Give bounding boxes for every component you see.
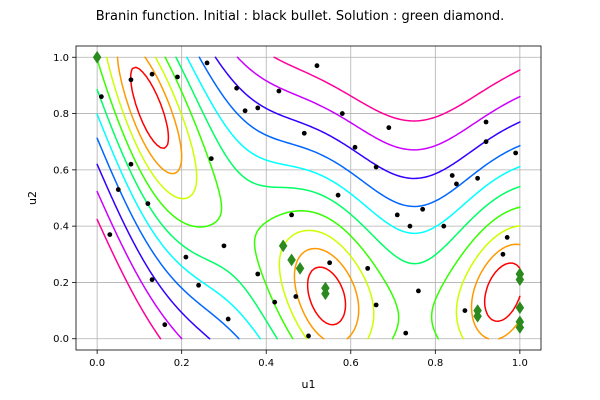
initial-point-marker (98, 94, 104, 100)
y-tick-label: 0.2 (53, 278, 69, 289)
plot-frame (75, 45, 542, 351)
contour-lines (96, 56, 521, 340)
initial-point-marker (255, 271, 261, 277)
solution-diamond-marker (321, 287, 330, 301)
solution-diamond-marker (515, 273, 525, 287)
solution-diamond-marker (473, 309, 482, 323)
solution-diamond-marker (92, 50, 102, 64)
solution-diamond-marker (515, 321, 525, 334)
initial-point-marker (314, 63, 320, 69)
initial-point-marker (504, 235, 510, 240)
chart-title: Branin function. Initial : black bullet.… (96, 9, 505, 24)
x-tick-label: 0.0 (89, 358, 105, 369)
initial-point-marker (352, 144, 358, 150)
initial-point-marker (272, 299, 278, 305)
initial-point-marker (386, 125, 392, 131)
initial-point-marker (365, 265, 371, 271)
initial-point-marker (149, 71, 155, 77)
contour-level-10 (96, 56, 521, 340)
initial-point-marker (162, 322, 168, 328)
contour-level-8 (96, 56, 521, 340)
data-points (92, 50, 525, 339)
initial-point-marker (475, 175, 480, 181)
x-tick-label: 0.4 (258, 358, 274, 369)
contour-level-3 (106, 56, 521, 340)
contour-level-6 (96, 56, 521, 340)
initial-point-marker (454, 181, 459, 187)
initial-point-marker (196, 282, 201, 288)
initial-point-marker (145, 201, 151, 207)
initial-point-marker (407, 223, 413, 229)
x-tick-label: 0.6 (343, 358, 359, 369)
initial-point-marker (394, 212, 400, 218)
initial-point-marker (306, 333, 311, 339)
solution-diamond-marker (278, 239, 288, 253)
initial-point-marker (335, 192, 341, 198)
initial-point-marker (234, 85, 240, 91)
initial-point-marker (339, 111, 345, 116)
initial-point-marker (483, 139, 489, 145)
y-tick-label: 1.0 (53, 53, 69, 64)
initial-point-marker (221, 243, 227, 249)
initial-point-marker (293, 294, 299, 299)
initial-point-marker (204, 60, 210, 66)
initial-point-marker (183, 254, 189, 260)
axes: 0.0 0.2 0.4 0.6 0.8 1.0 0.0 0.2 0.4 0.6 0.8 1.0 (53, 45, 542, 369)
initial-point-marker (462, 308, 468, 313)
solution-diamond-marker (295, 261, 305, 275)
initial-point-marker (327, 260, 333, 266)
initial-point-marker (483, 119, 489, 125)
initial-point-marker (255, 105, 261, 111)
initial-point-marker (128, 77, 134, 83)
x-tick-label: 1.0 (512, 358, 528, 369)
initial-point-marker (420, 206, 426, 212)
y-tick-label: 0.4 (53, 222, 69, 233)
initial-point-marker (373, 302, 379, 308)
initial-point-marker (208, 156, 214, 161)
initial-point-marker (500, 251, 506, 257)
y-tick-label: 0.6 (53, 165, 69, 176)
solution-diamond-marker (515, 301, 525, 315)
y-tick-label: 0.8 (53, 109, 69, 120)
initial-point-marker (149, 277, 155, 283)
initial-point-marker (175, 74, 180, 80)
y-tick-label: 0.0 (53, 334, 69, 345)
contour-level-9 (96, 56, 521, 340)
x-tick-label: 0.8 (427, 358, 443, 369)
contour-level-7 (96, 56, 521, 340)
initial-point-marker (289, 212, 294, 218)
contour-level-4 (96, 56, 521, 340)
x-tick-label: 0.2 (174, 358, 190, 369)
contour-level-1 (129, 66, 521, 326)
initial-point-marker (416, 288, 421, 294)
initial-point-marker (128, 161, 134, 167)
contour-level-5 (96, 56, 521, 340)
y-axis-label: u2 (26, 191, 39, 205)
initial-point-marker (276, 88, 282, 94)
solution-diamond-marker (287, 253, 296, 267)
initial-point-marker (441, 223, 447, 229)
initial-point-marker (403, 330, 409, 336)
initial-point-marker (301, 130, 307, 136)
initial-point-marker (513, 150, 519, 156)
initial-point-marker (242, 108, 248, 114)
initial-point-marker (449, 173, 455, 178)
initial-point-marker (107, 232, 113, 237)
initial-point-marker (373, 164, 379, 170)
x-axis-label: u1 (302, 378, 316, 391)
initial-point-marker (115, 187, 121, 192)
initial-point-marker (225, 316, 231, 322)
contour-level-2 (116, 56, 521, 340)
